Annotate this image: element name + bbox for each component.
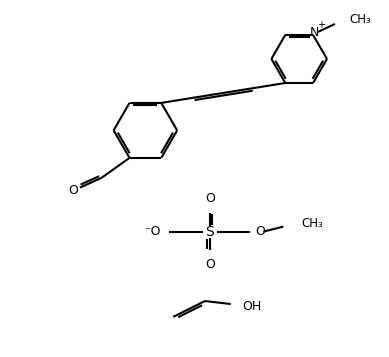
Text: O: O	[205, 258, 215, 271]
Text: N: N	[309, 26, 319, 39]
Text: +: +	[317, 20, 325, 30]
Text: CH₃: CH₃	[350, 12, 371, 25]
Text: S: S	[205, 225, 214, 238]
Text: O: O	[68, 184, 78, 197]
Text: CH₃: CH₃	[301, 217, 323, 230]
Text: O: O	[205, 192, 215, 205]
Text: OH: OH	[243, 300, 262, 312]
Text: O: O	[256, 225, 265, 238]
Text: ⁻O: ⁻O	[144, 225, 160, 238]
